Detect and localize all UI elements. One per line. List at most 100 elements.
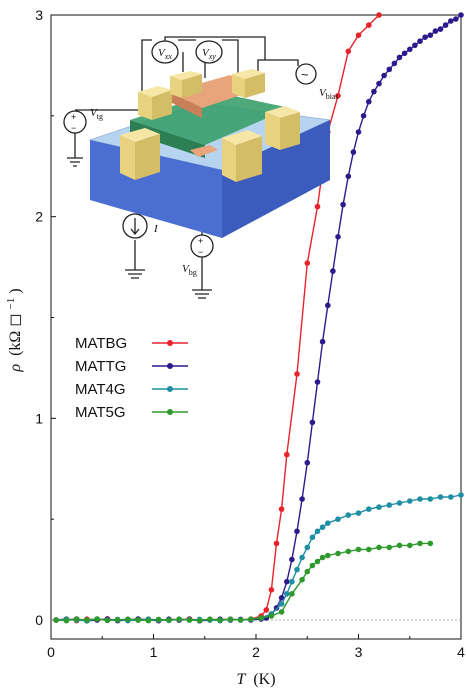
- y-axis-close-paren: ): [7, 288, 24, 293]
- data-point: [309, 419, 316, 426]
- legend: MATBG MATTG MAT4G MAT5G: [75, 335, 188, 421]
- data-point: [335, 92, 341, 99]
- data-point: [284, 578, 290, 585]
- data-point: [273, 605, 280, 611]
- data-point: [453, 16, 459, 22]
- voltmeter-vxy: Vxy: [195, 40, 223, 64]
- data-point: [268, 613, 275, 619]
- data-point: [325, 552, 331, 559]
- data-point: [407, 498, 413, 504]
- legend-marker: [167, 363, 173, 369]
- data-point: [278, 609, 285, 615]
- legend-marker: [167, 386, 173, 392]
- data-point: [268, 587, 275, 593]
- data-point: [376, 80, 382, 87]
- vbias-label: V: [319, 87, 327, 99]
- legend-label: MAT4G: [75, 381, 126, 398]
- svg-text:Vbg: Vbg: [182, 263, 197, 277]
- y-axis-symbol: ρ: [7, 364, 24, 373]
- data-point: [94, 616, 100, 622]
- data-point: [437, 494, 444, 500]
- svg-text:Vxx: Vxx: [158, 47, 172, 61]
- vxy-subscript: xy: [208, 52, 217, 61]
- data-point: [217, 617, 223, 623]
- data-point: [289, 591, 295, 597]
- y-axis-unit: (kΩ ◻: [7, 313, 24, 356]
- data-point: [355, 510, 362, 516]
- vbg-plus: +: [198, 236, 203, 246]
- data-point: [422, 34, 428, 40]
- series-mat5g: [53, 540, 434, 624]
- y-tick-label: 2: [35, 209, 43, 225]
- data-point: [207, 616, 213, 622]
- legend-marker: [167, 340, 173, 346]
- data-point: [427, 32, 434, 38]
- data-point: [386, 544, 393, 551]
- vxx-label: V: [158, 47, 166, 59]
- data-point: [442, 22, 449, 28]
- data-point: [350, 149, 357, 155]
- data-point: [289, 556, 295, 563]
- data-point: [427, 540, 434, 547]
- svg-text:Vbias: Vbias: [319, 87, 339, 101]
- data-point: [417, 38, 423, 44]
- device-schematic: Vxx Vxy ~ Vbias + − Vtg I + − Vbg: [63, 36, 339, 299]
- x-axis-unit: (K): [253, 671, 275, 688]
- data-point: [407, 46, 413, 53]
- legend-label: MATBG: [75, 335, 127, 352]
- data-point: [125, 616, 131, 622]
- data-point: [314, 203, 321, 210]
- data-point: [186, 617, 193, 623]
- vbg-minus: −: [198, 247, 203, 257]
- data-point: [278, 601, 285, 607]
- data-point: [448, 18, 454, 24]
- data-point: [355, 129, 362, 135]
- data-point: [407, 542, 413, 549]
- y-tick-label: 1: [35, 410, 43, 426]
- vxx-subscript: xx: [164, 52, 173, 61]
- y-axis-label: ρ (kΩ ◻ −1 ): [1, 288, 24, 372]
- current-label: I: [153, 223, 159, 235]
- data-point: [330, 268, 336, 274]
- data-point: [325, 302, 331, 309]
- data-point: [325, 520, 331, 526]
- data-point: [366, 546, 372, 553]
- x-tick-label: 4: [457, 644, 465, 660]
- data-point: [319, 554, 326, 561]
- x-tick-label: 0: [47, 644, 55, 660]
- data-point: [412, 42, 418, 49]
- data-point: [114, 617, 121, 623]
- bias-source: ~ Vbias: [295, 63, 339, 101]
- data-point: [335, 234, 341, 240]
- data-point: [304, 568, 311, 575]
- data-point: [355, 32, 362, 38]
- data-point: [73, 616, 80, 622]
- data-point: [366, 98, 372, 105]
- vbg-label: V: [182, 263, 190, 275]
- data-point: [304, 544, 311, 551]
- data-point: [135, 617, 141, 623]
- data-point: [355, 546, 362, 553]
- ac-symbol: ~: [301, 67, 309, 82]
- top-gate-side: [170, 92, 202, 118]
- data-point: [417, 540, 423, 547]
- vtg-label: V: [90, 107, 98, 119]
- series-line-mat4g: [56, 494, 462, 622]
- data-point: [196, 617, 203, 624]
- data-point: [376, 504, 382, 510]
- data-point: [248, 616, 254, 622]
- data-point: [145, 617, 152, 624]
- data-point: [314, 379, 321, 385]
- data-point: [289, 578, 295, 585]
- data-point: [294, 371, 300, 377]
- data-point: [278, 595, 285, 601]
- vbias-subscript: bias: [326, 92, 339, 101]
- data-point: [396, 54, 403, 61]
- vbg-subscript: bg: [189, 268, 197, 277]
- data-point: [309, 562, 316, 569]
- vtg-subscript: tg: [97, 112, 103, 121]
- data-point: [427, 496, 434, 502]
- x-axis-label: T (K): [236, 671, 275, 688]
- data-point: [345, 173, 352, 180]
- data-point: [263, 607, 270, 613]
